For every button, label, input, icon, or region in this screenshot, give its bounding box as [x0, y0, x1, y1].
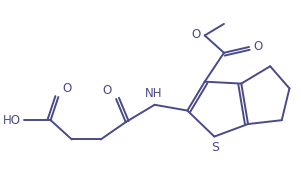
Text: O: O	[102, 84, 111, 97]
Text: HO: HO	[3, 114, 21, 127]
Text: S: S	[211, 141, 219, 154]
Text: O: O	[254, 40, 263, 52]
Text: NH: NH	[145, 87, 163, 100]
Text: O: O	[192, 28, 201, 41]
Text: O: O	[62, 82, 71, 95]
